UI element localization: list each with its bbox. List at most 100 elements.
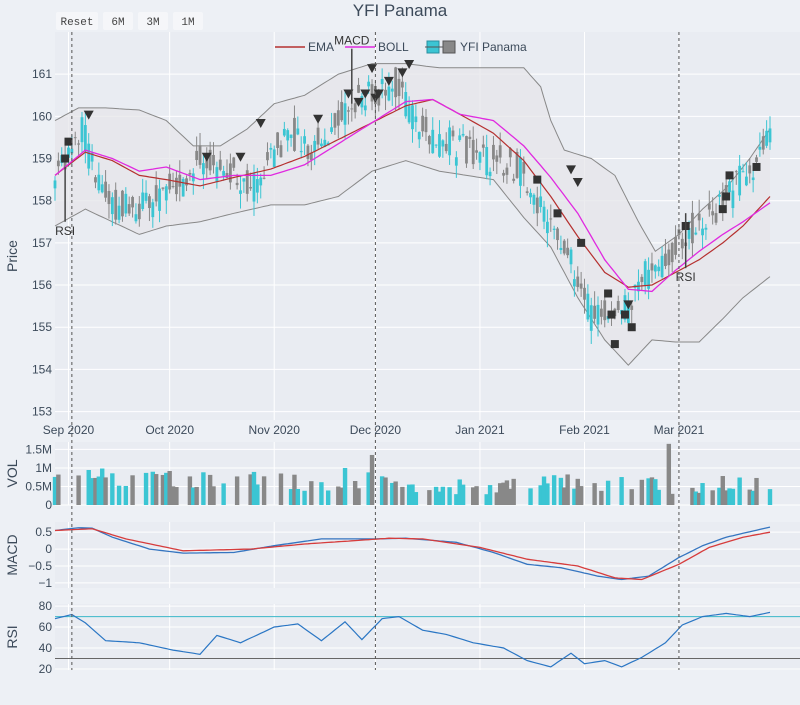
candle	[748, 158, 752, 184]
candle-body	[178, 174, 182, 187]
square-marker	[533, 175, 542, 184]
volume-bar	[339, 487, 344, 505]
range-button-label: Reset	[60, 17, 93, 29]
range-button-1m[interactable]: 1M	[173, 12, 203, 30]
candle-body	[657, 266, 661, 272]
candle	[650, 252, 654, 283]
volume-bar	[710, 490, 715, 505]
legend-item-yfi-panama[interactable]: YFI Panama	[425, 40, 527, 54]
candle	[431, 117, 435, 154]
volume-bar	[545, 483, 550, 505]
volume-bar	[474, 486, 479, 505]
legend-item-boll[interactable]: BOLL	[345, 40, 409, 54]
candle	[245, 163, 249, 202]
volume-bar	[737, 477, 742, 505]
candle	[56, 152, 60, 175]
down-triangle-marker	[404, 59, 415, 69]
candle	[228, 153, 232, 190]
y-tick-label: 156	[32, 278, 52, 292]
candle-body	[697, 213, 701, 221]
range-selector: Reset 6M 3M 1M	[56, 12, 203, 30]
candle	[380, 68, 384, 99]
volume-bar	[170, 486, 176, 505]
candle-body	[407, 106, 411, 123]
candle-body	[266, 152, 269, 161]
volume-bar	[207, 474, 213, 505]
candle-body	[299, 150, 303, 153]
candle	[468, 130, 472, 148]
candle-body	[185, 178, 188, 186]
candle-body	[333, 113, 337, 128]
volume-bar	[292, 474, 297, 505]
annotation: MACD	[334, 34, 370, 104]
legend-item-ema[interactable]: EMA	[275, 40, 334, 54]
candle-body	[323, 139, 327, 147]
volume-bar	[541, 476, 547, 505]
square-marker	[64, 137, 73, 146]
candle	[131, 195, 134, 218]
range-button-3m[interactable]: 3M	[138, 12, 168, 30]
candle	[653, 264, 657, 279]
candle-body	[205, 156, 209, 169]
range-button-reset[interactable]: Reset	[56, 12, 98, 30]
candle-body	[353, 103, 357, 113]
range-button-bg	[138, 12, 168, 30]
candle	[121, 189, 124, 222]
volume-bar	[191, 487, 196, 505]
volume-bar	[656, 489, 661, 505]
candle	[576, 266, 580, 292]
candle-body	[559, 247, 563, 251]
annotation: RSI	[676, 213, 696, 284]
volume-bar	[366, 472, 371, 505]
range-button-label: 6M	[111, 17, 124, 29]
y-tick-label: 20	[39, 662, 53, 676]
candle-body	[711, 211, 715, 216]
candle-body	[508, 148, 512, 158]
candle-body	[249, 187, 253, 189]
candle-body	[134, 214, 138, 222]
candle	[127, 196, 131, 216]
candle-body	[370, 84, 374, 102]
candle	[495, 149, 499, 175]
candle-body	[198, 145, 202, 165]
ema-line	[54, 98, 771, 288]
down-triangle-marker	[397, 68, 408, 78]
volume-bar	[720, 476, 725, 505]
volume-bar	[319, 482, 324, 505]
candle-body	[53, 180, 57, 189]
legend-label: BOLL	[378, 40, 409, 54]
volume-bar	[562, 487, 567, 505]
candle	[272, 145, 276, 168]
volume-bar	[592, 483, 597, 505]
volume-bar	[440, 486, 446, 505]
volume-bar	[646, 478, 651, 505]
candle-body	[289, 134, 293, 138]
candle	[532, 193, 536, 214]
candle-body	[215, 167, 219, 183]
candle	[296, 116, 300, 136]
volume-bar	[278, 473, 284, 505]
volume-bar	[494, 492, 500, 505]
candle	[465, 135, 468, 168]
candle-body	[411, 105, 414, 130]
candle-body	[56, 160, 60, 167]
volume-bar	[501, 482, 506, 505]
candle	[674, 225, 677, 260]
candle	[475, 138, 478, 160]
candle	[262, 166, 266, 180]
candle	[502, 169, 505, 183]
volume-bar	[487, 485, 493, 505]
candle	[630, 301, 634, 324]
candle-body	[255, 179, 259, 193]
candle-body	[525, 191, 529, 193]
range-button-6m[interactable]: 6M	[103, 12, 133, 30]
candle-body	[465, 136, 468, 164]
candle	[616, 295, 620, 313]
panel-background	[55, 522, 800, 588]
volume-bar	[390, 482, 395, 505]
y-tick-label: 159	[32, 152, 52, 166]
candle	[660, 246, 664, 279]
volume-bar	[497, 483, 503, 505]
candle	[640, 274, 644, 291]
candle-body	[242, 178, 246, 182]
